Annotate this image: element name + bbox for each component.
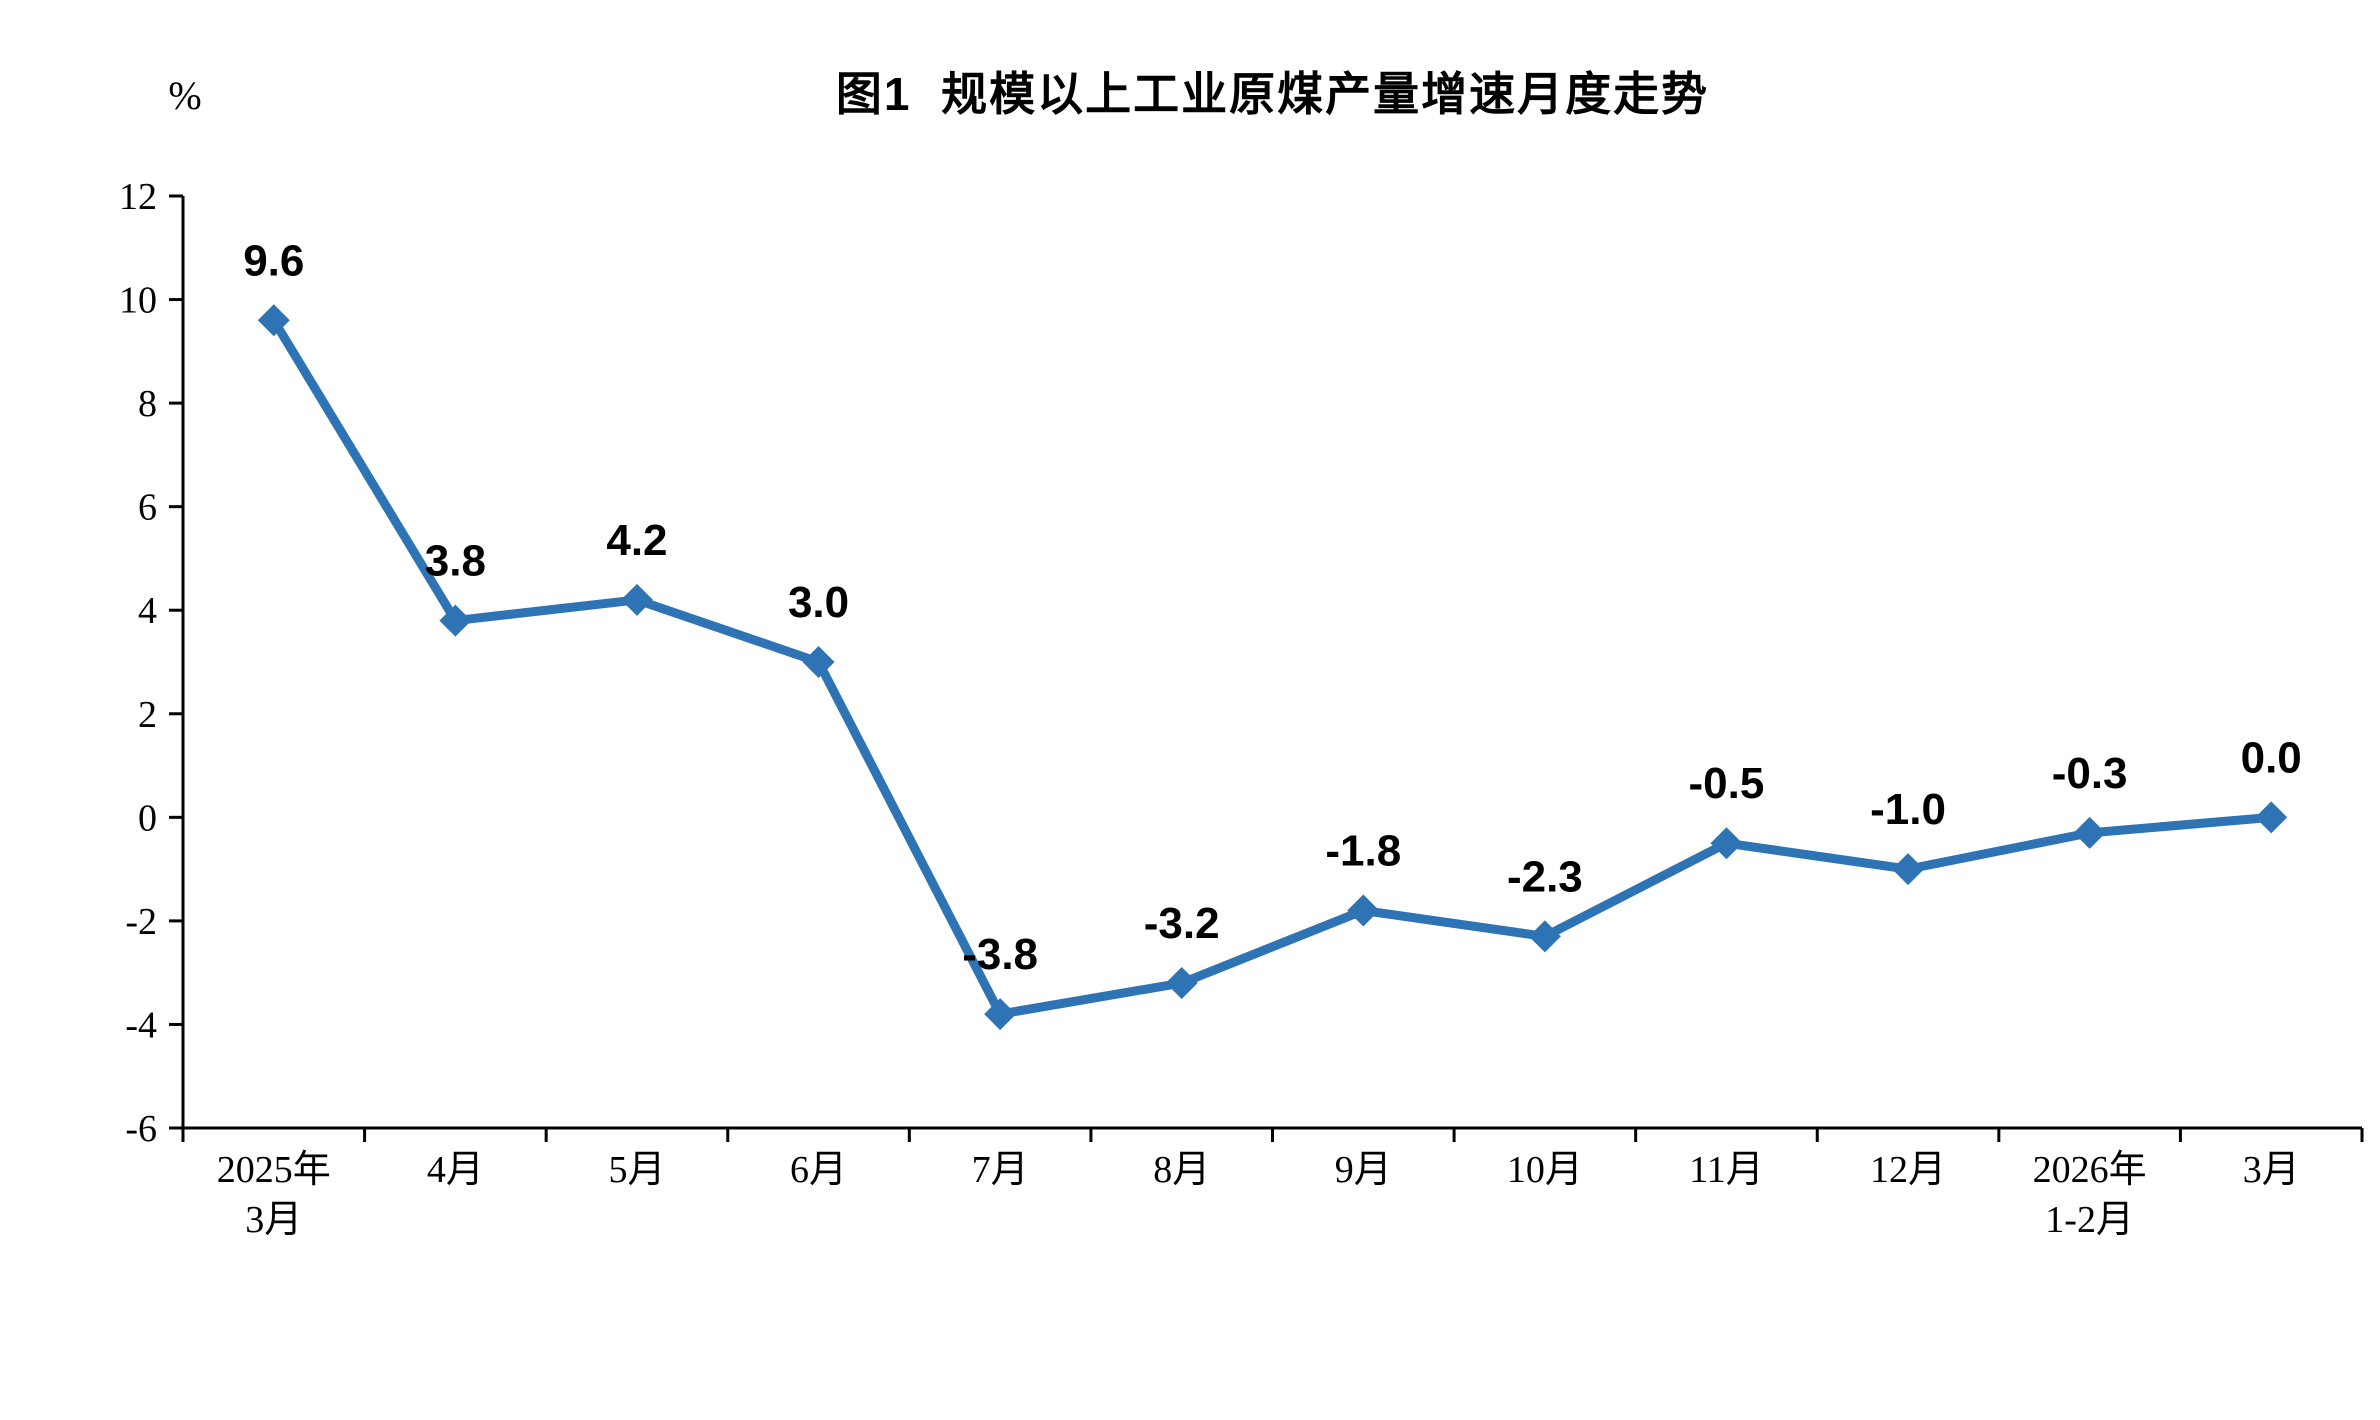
y-tick-label: -6	[125, 1108, 157, 1150]
data-point-marker	[984, 998, 1017, 1031]
data-label: 3.0	[788, 578, 849, 627]
x-tick-label: 10月	[1507, 1149, 1583, 1191]
data-label: 3.8	[425, 537, 486, 586]
data-point-marker	[1528, 920, 1561, 953]
y-tick-label: 12	[119, 176, 157, 218]
x-tick-label: 11月	[1689, 1149, 1764, 1191]
data-label: 4.2	[606, 516, 667, 565]
data-point-marker	[2073, 816, 2106, 849]
y-tick-label: 6	[138, 487, 157, 529]
x-tick-label: 7月	[972, 1149, 1029, 1191]
y-tick-label: -4	[125, 1004, 157, 1046]
data-label: -0.5	[1689, 759, 1765, 808]
y-tick-label: 2	[138, 694, 157, 736]
x-tick-label: 4月	[427, 1149, 484, 1191]
x-tick-label: 3月	[245, 1199, 302, 1241]
y-tick-label: 0	[138, 797, 157, 839]
data-label: -3.2	[1144, 899, 1220, 948]
data-point-marker	[1892, 853, 1925, 886]
x-tick-label: 5月	[608, 1149, 665, 1191]
x-tick-label: 9月	[1335, 1149, 1392, 1191]
x-tick-label: 12月	[1870, 1149, 1946, 1191]
series-line	[269, 315, 2276, 1019]
data-label: 9.6	[243, 236, 304, 285]
data-point-marker	[1710, 827, 1743, 860]
y-axis-unit-label: %	[168, 73, 202, 118]
data-label: -3.8	[962, 930, 1038, 979]
y-tick-label: -2	[125, 901, 157, 943]
y-tick-label: 10	[119, 280, 157, 322]
data-label: -0.3	[2052, 749, 2128, 798]
x-tick-label: 1-2月	[2045, 1199, 2134, 1241]
data-point-marker	[1165, 967, 1198, 1000]
chart-title: 图1 规模以上工业原煤产量增速月度走势	[835, 68, 1710, 120]
data-point-marker	[1347, 894, 1380, 927]
y-tick-label: 8	[138, 383, 157, 425]
data-label: -2.3	[1507, 852, 1583, 901]
x-tick-label: 6月	[790, 1149, 847, 1191]
x-tick-label: 8月	[1153, 1149, 1210, 1191]
data-point-marker	[2255, 801, 2288, 834]
y-tick-label: 4	[138, 590, 157, 632]
data-point-marker	[802, 646, 835, 678]
data-label: 0.0	[2241, 733, 2302, 782]
data-point-marker	[257, 304, 290, 337]
x-tick-label: 2026年	[2033, 1149, 2147, 1191]
data-label: -1.8	[1325, 827, 1401, 876]
data-label: -1.0	[1870, 785, 1946, 834]
x-tick-label: 2025年	[217, 1149, 331, 1191]
data-point-marker	[620, 583, 653, 616]
data-point-marker	[439, 604, 472, 637]
x-tick-label: 3月	[2243, 1149, 2300, 1191]
